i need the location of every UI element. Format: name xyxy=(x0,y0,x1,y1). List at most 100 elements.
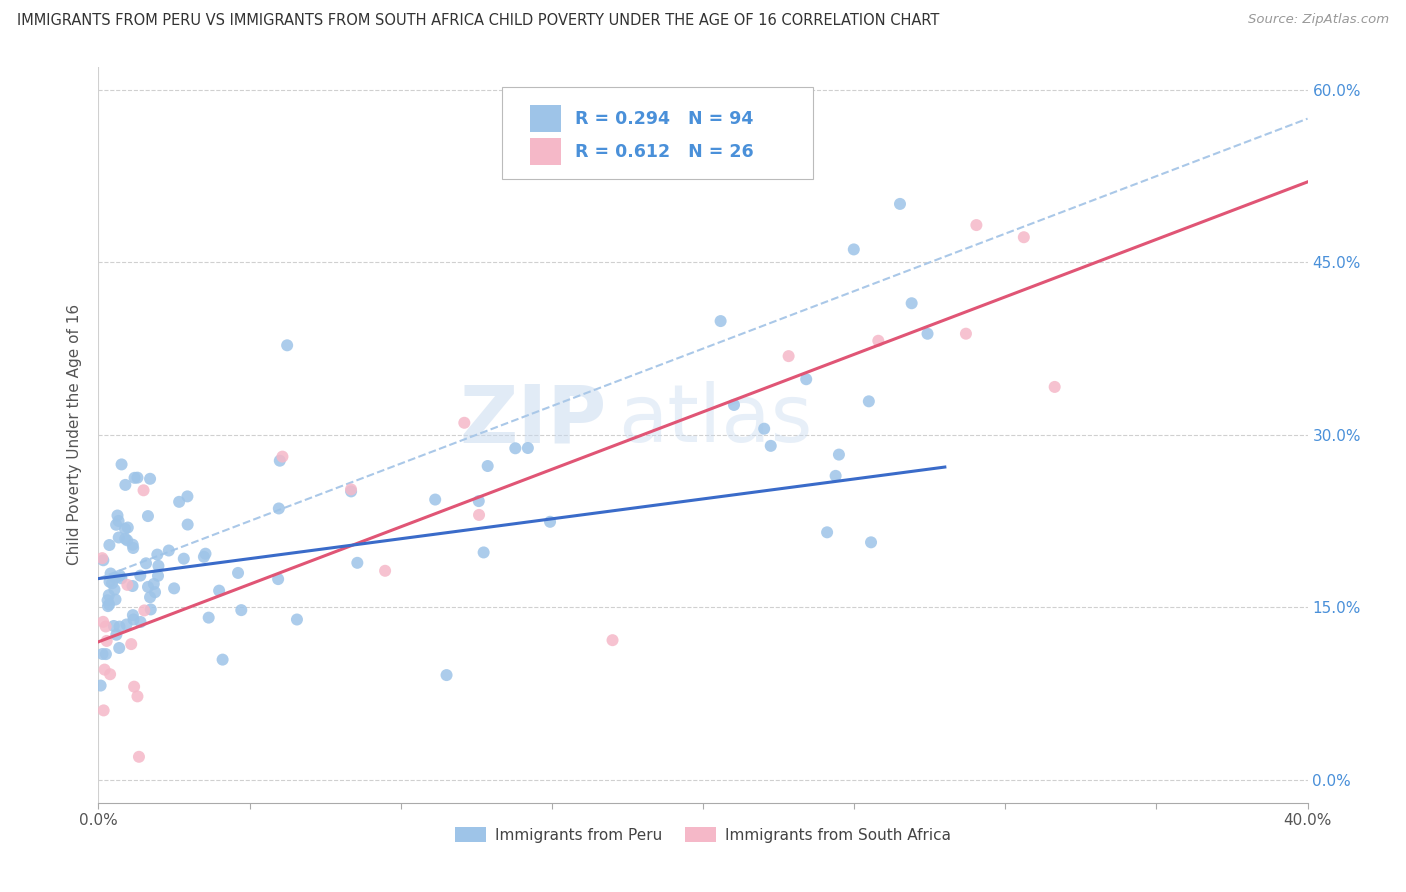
Point xyxy=(121,579,143,593)
Point xyxy=(472,545,495,559)
Point xyxy=(148,558,170,573)
Point xyxy=(340,484,363,499)
Point xyxy=(139,591,162,605)
Point xyxy=(842,243,865,257)
Point xyxy=(97,593,120,607)
Point xyxy=(276,338,298,352)
Point xyxy=(128,749,150,764)
Text: R = 0.612   N = 26: R = 0.612 N = 26 xyxy=(575,143,754,161)
Text: R = 0.294   N = 94: R = 0.294 N = 94 xyxy=(575,110,754,128)
Point xyxy=(120,637,142,651)
Point xyxy=(98,598,121,612)
Point xyxy=(955,326,977,341)
Point xyxy=(1043,380,1066,394)
Point xyxy=(93,663,115,677)
Point xyxy=(374,564,396,578)
Point xyxy=(122,541,145,555)
Point xyxy=(142,577,165,591)
Point xyxy=(122,680,145,694)
Point xyxy=(516,441,538,455)
Point xyxy=(965,218,987,232)
Point xyxy=(917,326,939,341)
Point xyxy=(759,439,782,453)
Point xyxy=(176,489,198,503)
Point xyxy=(285,613,308,627)
Text: atlas: atlas xyxy=(619,381,813,459)
Point xyxy=(96,634,118,648)
Point xyxy=(132,483,155,498)
Point xyxy=(117,578,139,592)
Point xyxy=(889,197,911,211)
Point xyxy=(194,547,217,561)
Point xyxy=(453,416,475,430)
Point xyxy=(115,533,138,548)
Point xyxy=(108,619,131,633)
Point xyxy=(115,617,138,632)
Point xyxy=(900,296,922,310)
Point xyxy=(468,508,491,522)
Point xyxy=(94,647,117,661)
Point xyxy=(136,509,159,524)
Point xyxy=(124,471,146,485)
Point xyxy=(139,472,162,486)
Point xyxy=(824,468,846,483)
Point xyxy=(98,574,121,589)
Point xyxy=(267,501,290,516)
Text: Source: ZipAtlas.com: Source: ZipAtlas.com xyxy=(1249,13,1389,27)
Point xyxy=(122,608,145,623)
Point xyxy=(100,566,122,581)
Point xyxy=(114,478,136,492)
Point xyxy=(101,576,124,591)
Point xyxy=(108,568,131,582)
Point xyxy=(91,647,114,661)
Point xyxy=(127,470,149,484)
Point xyxy=(723,398,745,412)
Point xyxy=(107,514,129,528)
Point xyxy=(108,640,131,655)
Point xyxy=(129,568,152,582)
Point xyxy=(193,549,215,564)
Point xyxy=(135,557,157,571)
Point xyxy=(602,633,624,648)
Point xyxy=(146,548,169,562)
Point xyxy=(167,495,190,509)
Point xyxy=(346,556,368,570)
Point xyxy=(97,588,120,602)
Point xyxy=(121,538,143,552)
Point xyxy=(710,314,733,328)
Point xyxy=(93,703,115,717)
Point xyxy=(91,553,114,567)
Point xyxy=(98,538,121,552)
Point xyxy=(110,571,132,585)
Point xyxy=(538,515,561,529)
Point xyxy=(105,628,128,642)
Y-axis label: Child Poverty Under the Age of 16: Child Poverty Under the Age of 16 xyxy=(67,304,83,566)
Point xyxy=(139,602,162,616)
Point xyxy=(107,531,129,545)
Point xyxy=(176,517,198,532)
Point xyxy=(143,585,166,599)
Text: IMMIGRANTS FROM PERU VS IMMIGRANTS FROM SOUTH AFRICA CHILD POVERTY UNDER THE AGE: IMMIGRANTS FROM PERU VS IMMIGRANTS FROM … xyxy=(17,13,939,29)
Point xyxy=(103,619,125,633)
Point xyxy=(226,566,249,580)
Point xyxy=(860,535,883,549)
Point xyxy=(436,668,458,682)
Point xyxy=(211,652,233,666)
Point xyxy=(208,583,231,598)
Point xyxy=(117,520,139,534)
Point xyxy=(110,458,132,472)
Point xyxy=(129,615,152,629)
Point xyxy=(107,508,129,523)
Point xyxy=(340,483,363,497)
Point xyxy=(94,619,117,633)
Point xyxy=(269,453,291,467)
Point xyxy=(754,422,776,436)
Point xyxy=(197,610,219,624)
Point xyxy=(157,543,180,558)
Point xyxy=(146,569,169,583)
Point xyxy=(271,450,294,464)
Point xyxy=(127,690,149,704)
Point xyxy=(815,525,838,540)
Point xyxy=(231,603,253,617)
Point xyxy=(104,571,127,585)
